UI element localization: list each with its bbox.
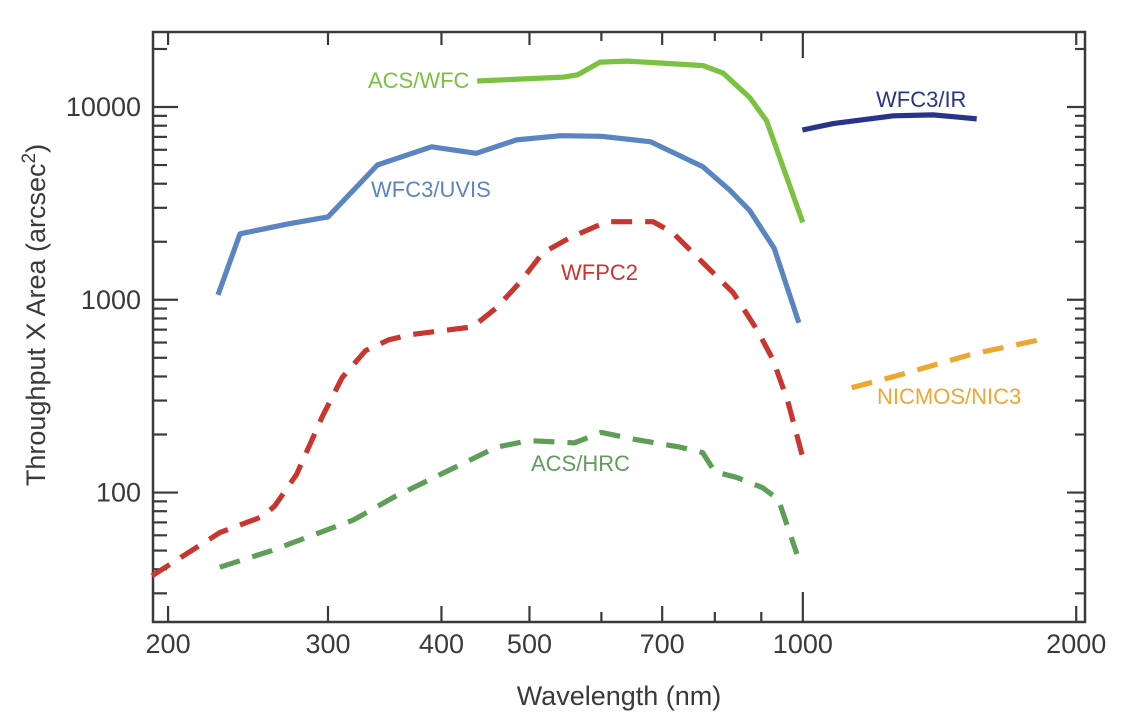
x-tick-label: 2000: [1046, 629, 1106, 659]
x-tick-label: 300: [305, 629, 350, 659]
series-acs-hrc-label: ACS/HRC: [531, 451, 630, 476]
series-nicmos-nic3-line: [851, 337, 1041, 391]
series-wfc3-ir-line: [801, 112, 977, 133]
x-tick-label: 500: [507, 629, 552, 659]
series-acs-hrc-line: [219, 429, 800, 570]
plot-frame: [151, 30, 1087, 624]
x-tick-label: 1000: [773, 629, 833, 659]
series-wfpc2-label: WFPC2: [561, 260, 638, 285]
series-wfc3-ir-label: WFC3/IR: [876, 87, 966, 112]
x-tick-label: 700: [640, 629, 685, 659]
x-axis-title: Wavelength (nm): [517, 681, 722, 711]
x-tick-label: 200: [146, 629, 191, 659]
series-wfpc2-line: [150, 219, 806, 578]
series-acs-wfc-label: ACS/WFC: [368, 68, 470, 93]
series-acs-wfc-line: [477, 58, 806, 224]
y-tick-label: 10000: [66, 92, 141, 122]
series-wfc3-uvis-label: WFC3/UVIS: [371, 177, 491, 202]
series-wfc3-uvis-line: [215, 133, 802, 324]
y-axis-title: Throughput X Area (arcsec2): [19, 144, 51, 486]
x-tick-label: 400: [419, 629, 464, 659]
y-tick-label: 1000: [81, 285, 141, 315]
series-nicmos-nic3-label: NICMOS/NIC3: [877, 384, 1021, 409]
y-tick-label: 100: [96, 478, 141, 508]
